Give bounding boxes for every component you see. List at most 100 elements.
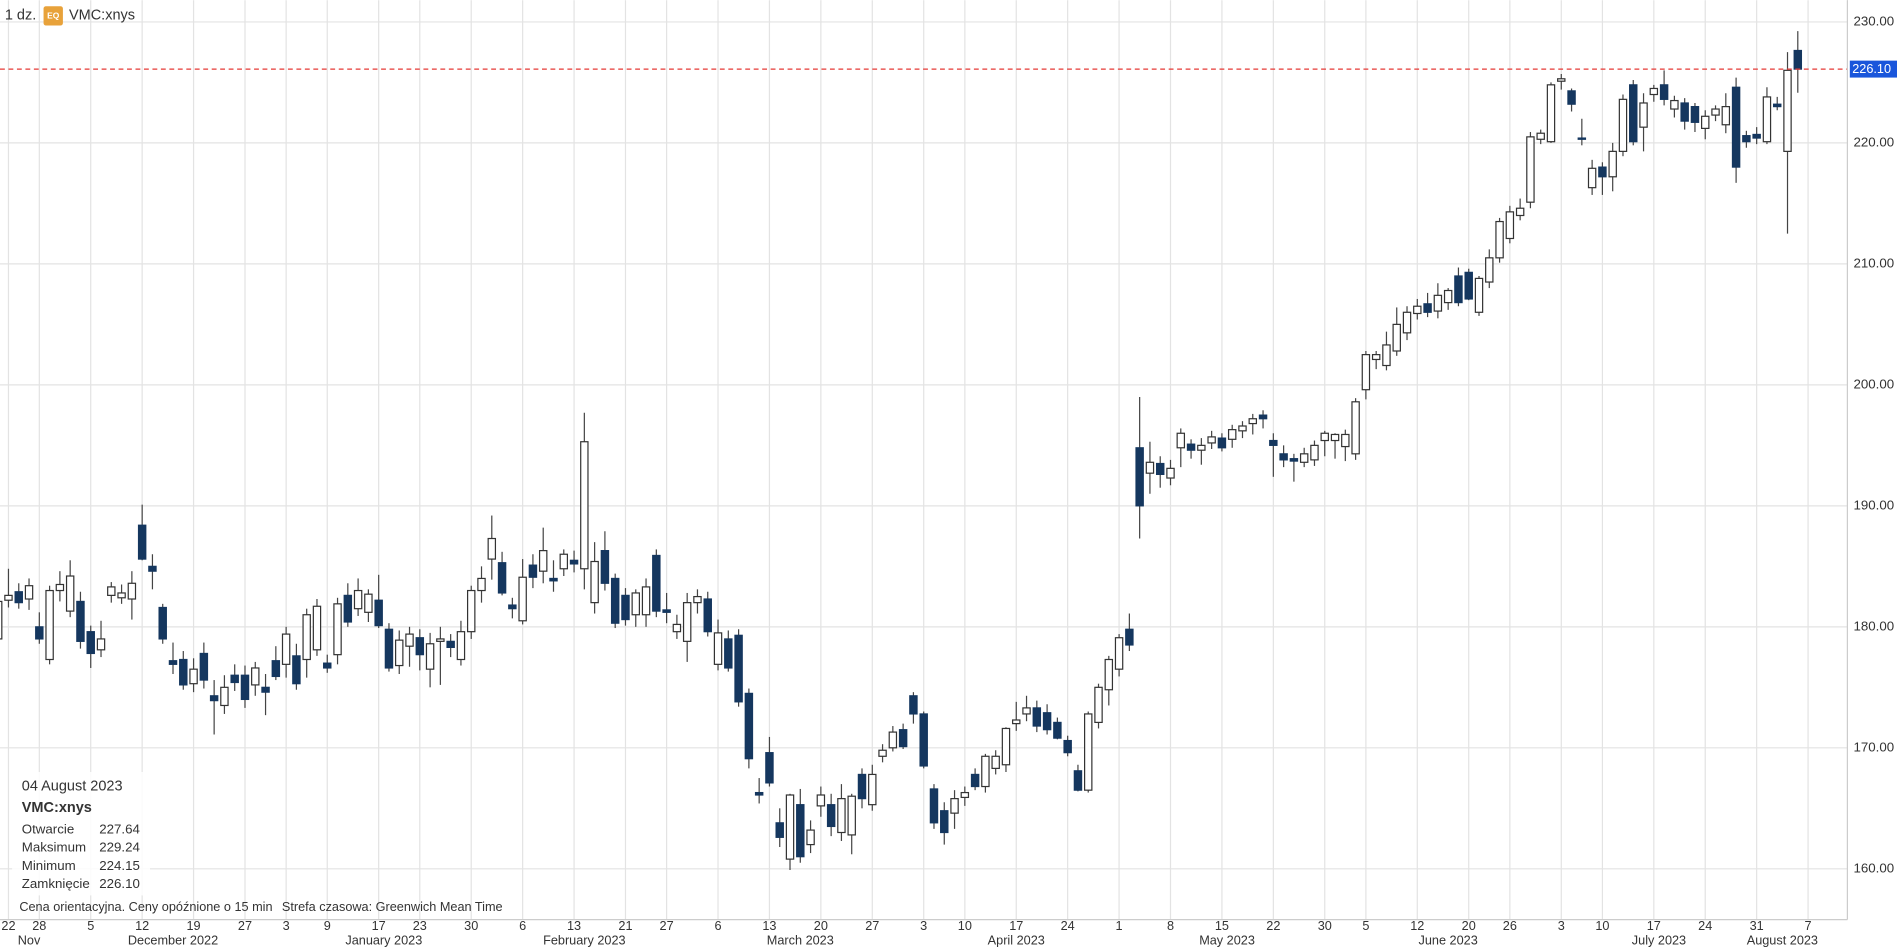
candle-body [950,798,959,814]
x-tick-label: 6 [519,919,526,933]
x-tick-label: 30 [464,919,478,933]
candle-body [24,585,34,600]
candle-body [1341,433,1350,448]
candle-body [1186,443,1196,451]
candle-body [508,604,517,610]
candle-body [703,598,712,633]
header: 1 dz. EQ VMC:xnys [5,6,135,26]
candle-body [796,804,805,858]
candle-body [1155,462,1165,476]
candle-body [86,631,95,655]
candle-body [1063,739,1072,754]
info-box: 04 August 2023 VMC:xnys Otwarcie 227.64 … [12,772,151,896]
candle-body [1454,275,1463,304]
candle-body [1289,458,1299,462]
note: Cena orientacyjna. Ceny opóźnione o 15 m… [19,900,272,914]
candle-body [65,575,75,612]
candle-body [35,626,44,640]
y-tick-label: 170.00 [1853,739,1894,754]
x-tick-label: 23 [413,919,427,933]
candle-body [857,773,867,800]
x-tick-label: 10 [958,919,972,933]
candle-body [1721,106,1731,126]
candle-body [425,643,435,670]
candle-body [456,631,466,661]
candle-body [970,773,980,788]
x-tick-label: 9 [324,919,331,933]
x-tick-label: 5 [1362,919,1369,933]
candle-body [775,822,784,838]
candle-body [991,755,1000,769]
month-label: December 2022 [128,934,218,948]
candle-body [1176,432,1186,449]
symbol[interactable]: VMC:xnys [69,8,135,24]
candle-body [754,791,764,796]
candle-body [405,633,414,647]
candle-body [1690,106,1700,123]
candle-body [1094,686,1103,724]
info-label: Minimum [22,858,76,873]
candle-body [137,524,147,560]
y-tick-label: 220.00 [1853,134,1894,149]
x-tick-label: 28 [32,919,46,933]
candle-body [1125,628,1134,646]
x-tick-label: 3 [283,919,290,933]
candle-body [1618,98,1628,152]
badge-bg [43,6,63,26]
x-tick-label: 17 [1009,919,1023,933]
candle-body [446,640,455,649]
candle-body [744,692,754,760]
x-tick-label: 30 [1318,919,1332,933]
candle-body [343,594,353,623]
candle-body [1639,102,1648,128]
candle-body [1310,444,1319,461]
x-tick-label: 6 [714,919,721,933]
candle-body [1670,99,1679,110]
candle-body [1433,294,1443,312]
candle-body [45,589,54,661]
candle-body [209,695,219,702]
x-tick-label: 22 [1,919,15,933]
candle-body [1135,447,1144,507]
x-tick-label: 22 [1266,919,1280,933]
plot-area: 22 28 5 12 19 27 3 9 17 23 30 6 13 21 27 6 13 20 27 3 10 17 24… [0,0,1848,948]
candle-body [1166,467,1175,479]
candle-body [1320,432,1329,442]
candle-body [1598,166,1607,178]
candle-body [1258,414,1268,420]
x-tick-label: 12 [1410,919,1424,933]
candle-body [1022,707,1031,715]
candle-body [816,794,826,807]
candle-body [292,655,301,685]
candle-body [76,600,85,642]
candle-body [415,637,425,656]
badge: EQ [47,11,60,21]
x-tick-label: 5 [87,919,94,933]
info-symbol: VMC:xnys [22,800,92,816]
interval[interactable]: 1 dz. [5,8,36,24]
candle-body [168,660,178,665]
candle-body [281,633,291,665]
x-tick-label: 21 [618,919,632,933]
candle-body [1279,453,1288,461]
candle-body [1577,137,1587,140]
x-tick-label: 17 [372,919,386,933]
y-tick-label: 180.00 [1853,618,1894,633]
candle-body [107,586,116,596]
candle-body [569,559,579,565]
candle-body [1701,115,1710,129]
candle-body [734,634,743,703]
candle-body [1197,444,1206,451]
x-tick-label: 26 [1503,919,1517,933]
x-tick-label: 27 [660,919,674,933]
y-axis-panel [1847,0,1897,950]
candle-body [117,592,126,599]
candle-body [1330,433,1340,442]
month-label: Nov [18,934,41,948]
candle-body [1762,96,1772,143]
candle-body [189,668,198,685]
candle-body [1207,436,1216,444]
candle-body [1104,658,1114,691]
candle-body [1042,712,1052,731]
